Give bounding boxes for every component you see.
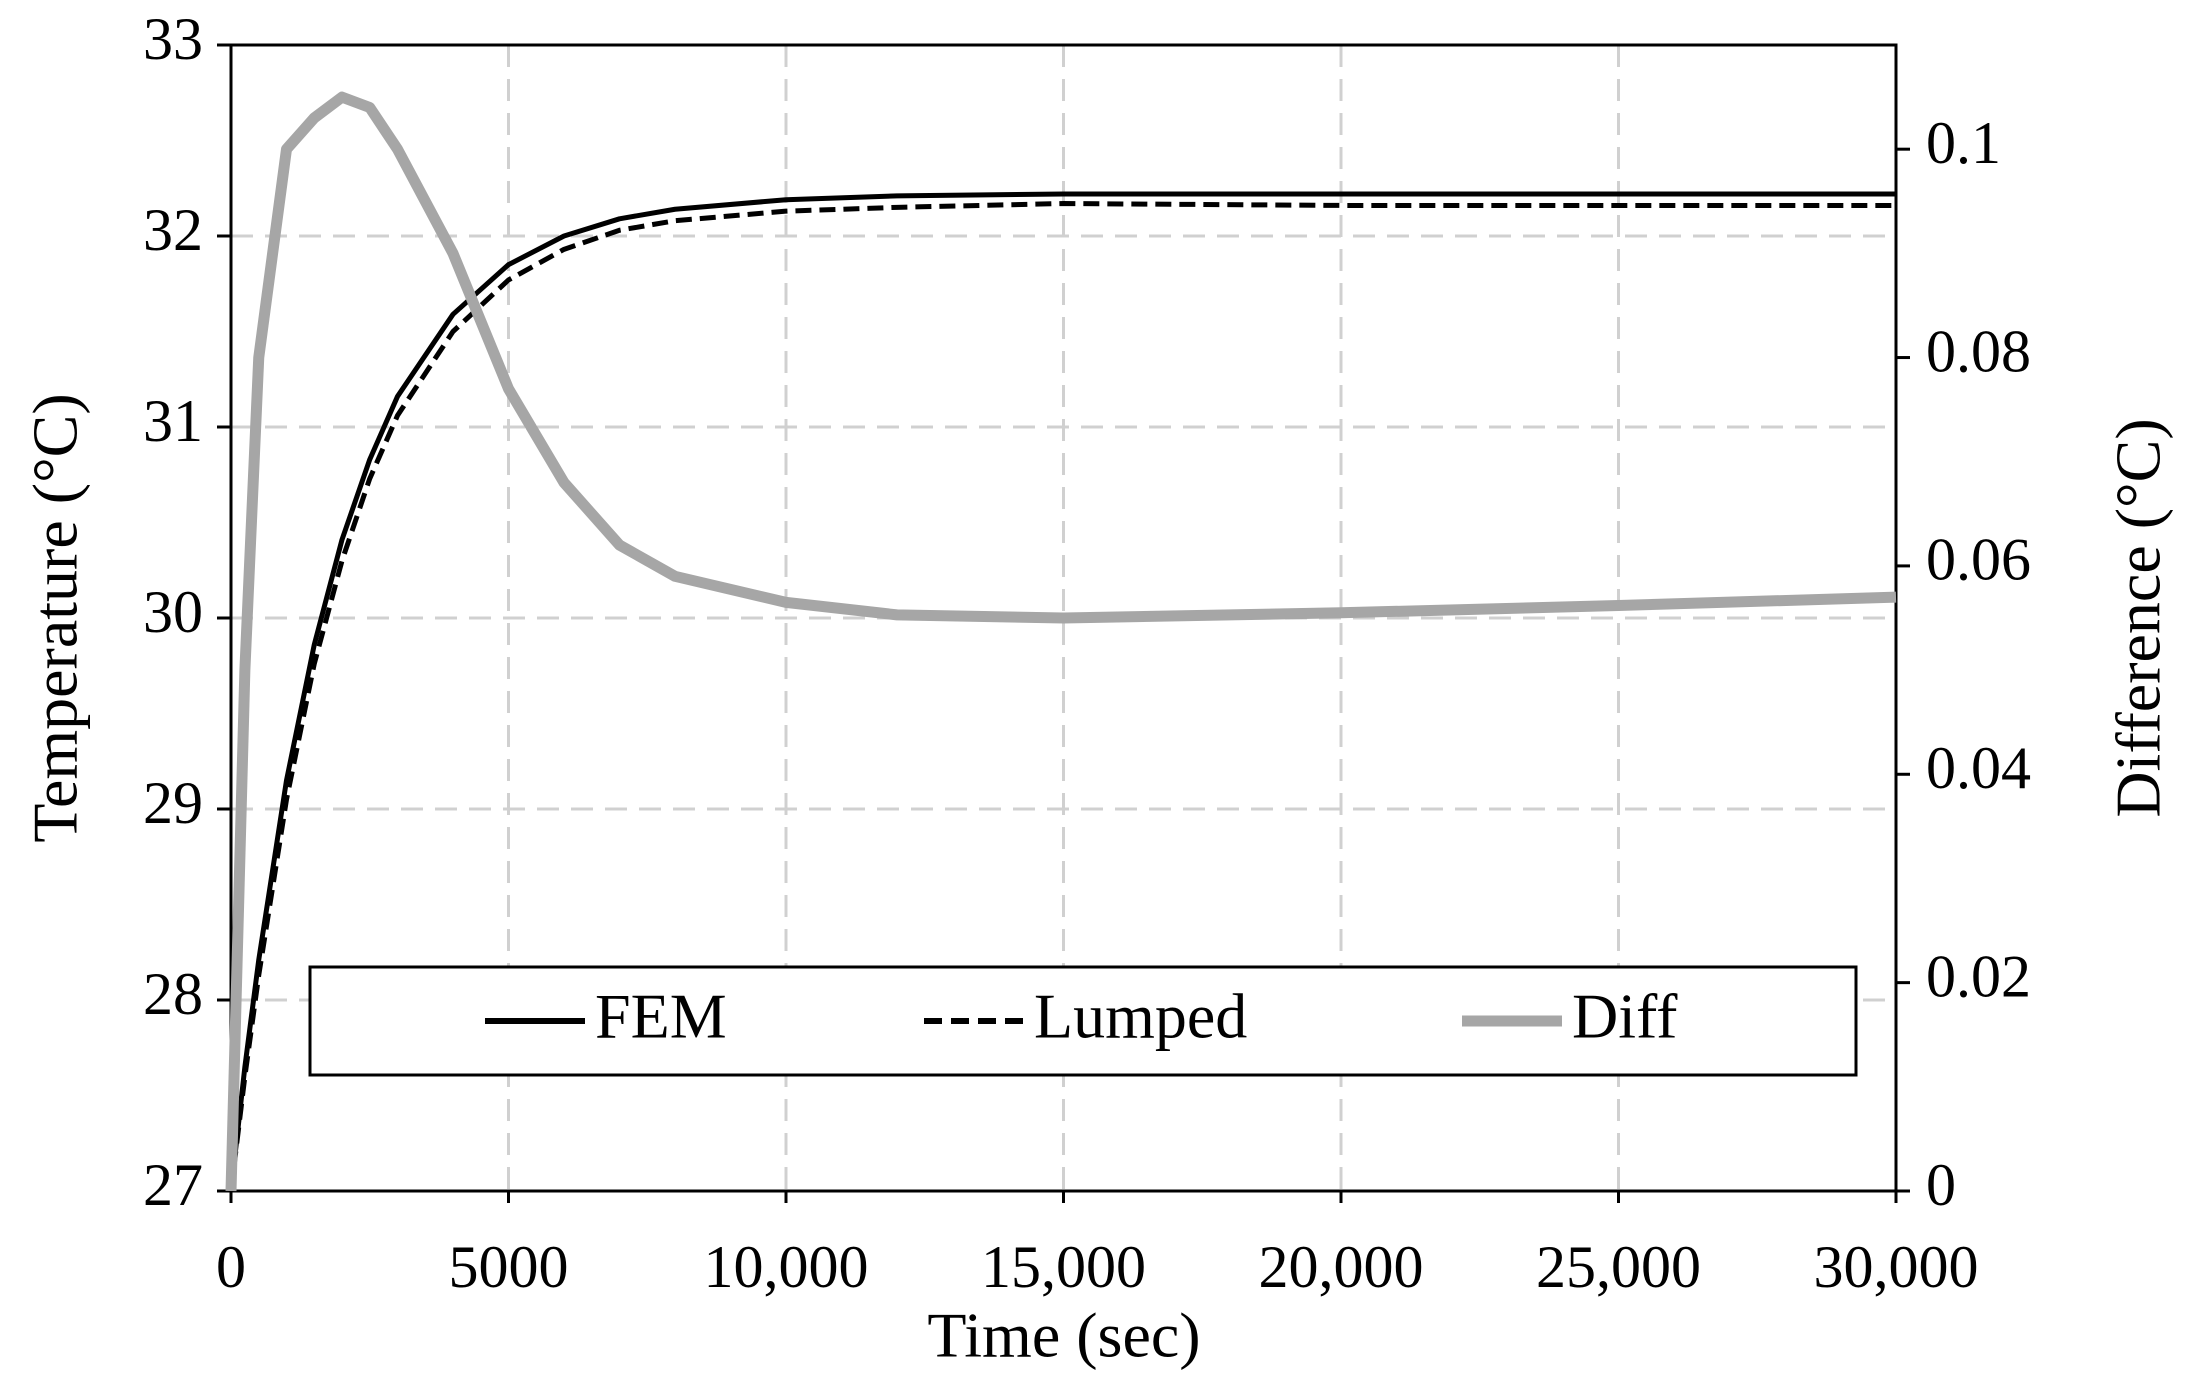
series-line	[228, 201, 1896, 1192]
y-tick-label: 29	[143, 770, 203, 836]
y-tick-label: 27	[143, 1152, 203, 1218]
y-axis-title: Temperature (°C)	[20, 393, 91, 842]
x-tick-label: 15,000	[981, 1234, 1146, 1300]
y-tick-label: 31	[143, 388, 203, 454]
x-axis-title: Time (sec)	[927, 1300, 1200, 1371]
series-line	[225, 91, 1897, 1192]
x-tick-label: 25,000	[1536, 1234, 1701, 1300]
legend: FEM Lumped Diff	[308, 965, 1858, 1077]
series-line	[228, 191, 1896, 1192]
x-tick-label: 30,000	[1814, 1234, 1979, 1300]
y-tick-label: 33	[143, 6, 203, 72]
y-tick-label: 28	[143, 961, 203, 1027]
x-tick-label: 5000	[449, 1234, 569, 1300]
y-tick-label: 32	[143, 197, 203, 263]
y2-tick-label: 0.1	[1926, 110, 2001, 176]
x-tick-label: 10,000	[704, 1234, 869, 1300]
y2-tick-label: 0.08	[1926, 318, 2031, 384]
y2-tick-label: 0.02	[1926, 943, 2031, 1009]
y2-axis-title: Difference (°C)	[2103, 418, 2174, 817]
x-tick-label: 0	[216, 1234, 246, 1300]
plot-frame	[229, 43, 1898, 1193]
y2-tick-label: 0.06	[1926, 527, 2031, 593]
legend-label: Lumped	[1034, 981, 1247, 1052]
legend-label: FEM	[595, 981, 727, 1052]
legend-label: Diff	[1572, 981, 1678, 1052]
y-tick-label: 30	[143, 579, 203, 645]
y2-tick-label: 0.04	[1926, 735, 2031, 801]
y2-tick-label: 0	[1926, 1152, 1956, 1218]
x-tick-label: 20,000	[1259, 1234, 1424, 1300]
